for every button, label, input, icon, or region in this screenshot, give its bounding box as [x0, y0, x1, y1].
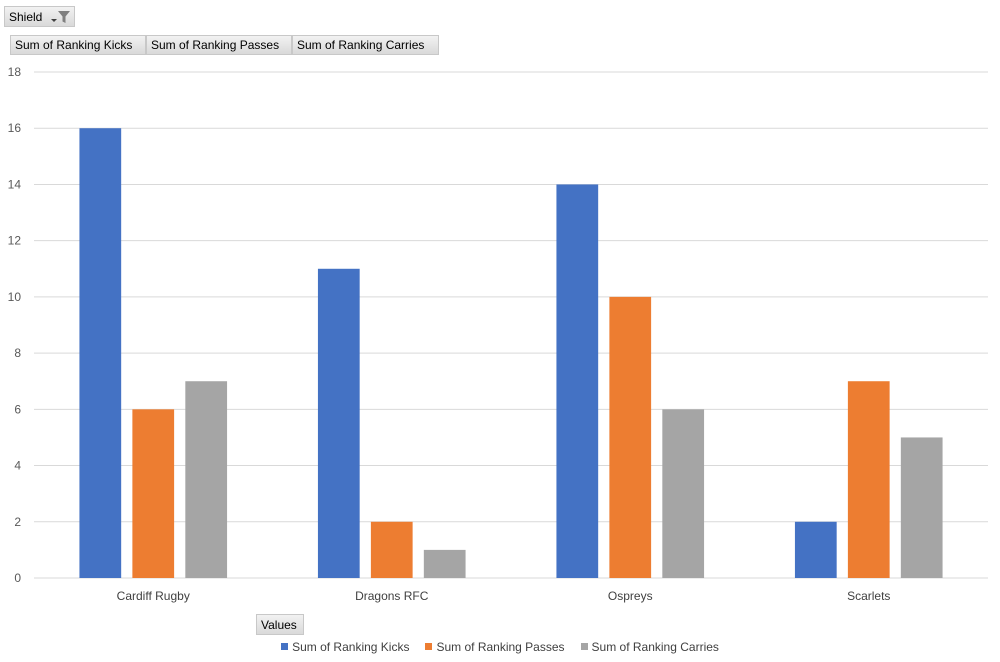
- y-tick-label: 0: [14, 571, 21, 585]
- legend-label: Sum of Ranking Carries: [591, 640, 719, 654]
- filter-dropdown-icon: [51, 11, 70, 23]
- y-axis-ticks: 0 2 4 6 8 10 12 14 16 18: [8, 65, 22, 585]
- value-field-label: Sum of Ranking Carries: [297, 38, 425, 52]
- category-label: Cardiff Rugby: [117, 589, 190, 603]
- legend-item: Sum of Ranking Carries: [580, 640, 719, 654]
- y-tick-label: 14: [8, 177, 22, 191]
- value-field-ranking-kicks[interactable]: Sum of Ranking Kicks: [10, 35, 146, 55]
- gridlines: [34, 71, 988, 579]
- value-field-label: Sum of Ranking Passes: [151, 38, 280, 52]
- legend-swatch: [425, 643, 433, 650]
- y-tick-label: 6: [14, 402, 21, 416]
- bar[interactable]: [370, 521, 413, 578]
- bar[interactable]: [794, 521, 837, 578]
- bar[interactable]: [900, 437, 943, 578]
- bar[interactable]: [132, 409, 175, 578]
- legend-item: Sum of Ranking Passes: [425, 640, 565, 654]
- bar[interactable]: [185, 381, 228, 578]
- category-label: Scarlets: [847, 589, 890, 603]
- bar[interactable]: [79, 128, 122, 578]
- bar[interactable]: [423, 549, 466, 578]
- shield-filter-label: Shield: [9, 10, 43, 24]
- y-tick-label: 10: [8, 290, 22, 304]
- bar[interactable]: [609, 296, 652, 578]
- values-field-label: Values: [261, 618, 297, 632]
- category-label: Dragons RFC: [355, 589, 429, 603]
- y-tick-label: 18: [8, 65, 22, 79]
- legend-label: Sum of Ranking Passes: [436, 640, 565, 654]
- y-tick-label: 16: [8, 121, 22, 135]
- y-tick-label: 8: [14, 346, 21, 360]
- y-tick-label: 12: [8, 234, 22, 248]
- legend-swatch: [281, 643, 289, 650]
- value-field-ranking-passes[interactable]: Sum of Ranking Passes: [146, 35, 292, 55]
- legend-item: Sum of Ranking Kicks: [281, 640, 409, 654]
- bar[interactable]: [556, 184, 599, 578]
- bar[interactable]: [662, 409, 705, 578]
- bar[interactable]: [317, 268, 360, 578]
- values-field-button[interactable]: Values: [256, 614, 304, 635]
- legend-label: Sum of Ranking Kicks: [292, 640, 410, 654]
- legend-swatch: [580, 643, 588, 650]
- bars: [79, 128, 943, 578]
- value-field-ranking-carries[interactable]: Sum of Ranking Carries: [292, 35, 439, 55]
- shield-filter-button[interactable]: Shield: [4, 6, 75, 27]
- y-tick-label: 2: [14, 515, 21, 529]
- category-axis: Cardiff Rugby Dragons RFC Ospreys Scarlets: [117, 589, 891, 603]
- legend: Sum of Ranking Kicks Sum of Ranking Passe…: [0, 640, 1000, 654]
- category-label: Ospreys: [608, 589, 653, 603]
- column-chart: 0 2 4 6 8 10 12 14 16 18 Cardiff Rugby Dragons RFC…: [8, 65, 988, 603]
- value-field-label: Sum of Ranking Kicks: [15, 38, 133, 52]
- bar[interactable]: [847, 381, 890, 578]
- y-tick-label: 4: [14, 459, 21, 473]
